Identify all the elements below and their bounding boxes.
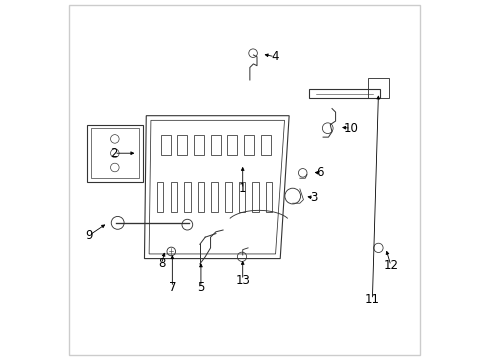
Bar xyxy=(244,135,253,155)
Text: 7: 7 xyxy=(168,281,176,294)
Bar xyxy=(170,182,177,212)
Text: 13: 13 xyxy=(235,274,250,287)
Text: 1: 1 xyxy=(239,183,246,195)
Bar xyxy=(157,182,163,212)
Text: 12: 12 xyxy=(383,259,398,272)
Text: 11: 11 xyxy=(364,293,379,306)
Text: 9: 9 xyxy=(85,229,93,242)
Bar xyxy=(252,182,258,212)
Bar xyxy=(265,182,272,212)
Bar xyxy=(194,135,203,155)
Bar xyxy=(211,182,218,212)
Bar xyxy=(238,182,244,212)
Bar xyxy=(198,182,204,212)
Bar xyxy=(160,135,170,155)
Text: 6: 6 xyxy=(315,166,323,179)
Bar xyxy=(260,135,270,155)
Text: 2: 2 xyxy=(110,147,118,160)
Bar xyxy=(367,78,388,98)
Bar xyxy=(227,135,237,155)
Bar xyxy=(184,182,190,212)
Bar xyxy=(177,135,187,155)
Text: 4: 4 xyxy=(270,50,278,63)
Text: 8: 8 xyxy=(158,257,165,270)
Bar xyxy=(210,135,220,155)
Text: 3: 3 xyxy=(310,192,317,204)
Text: 5: 5 xyxy=(197,281,204,294)
Text: 10: 10 xyxy=(343,122,358,135)
Bar xyxy=(224,182,231,212)
